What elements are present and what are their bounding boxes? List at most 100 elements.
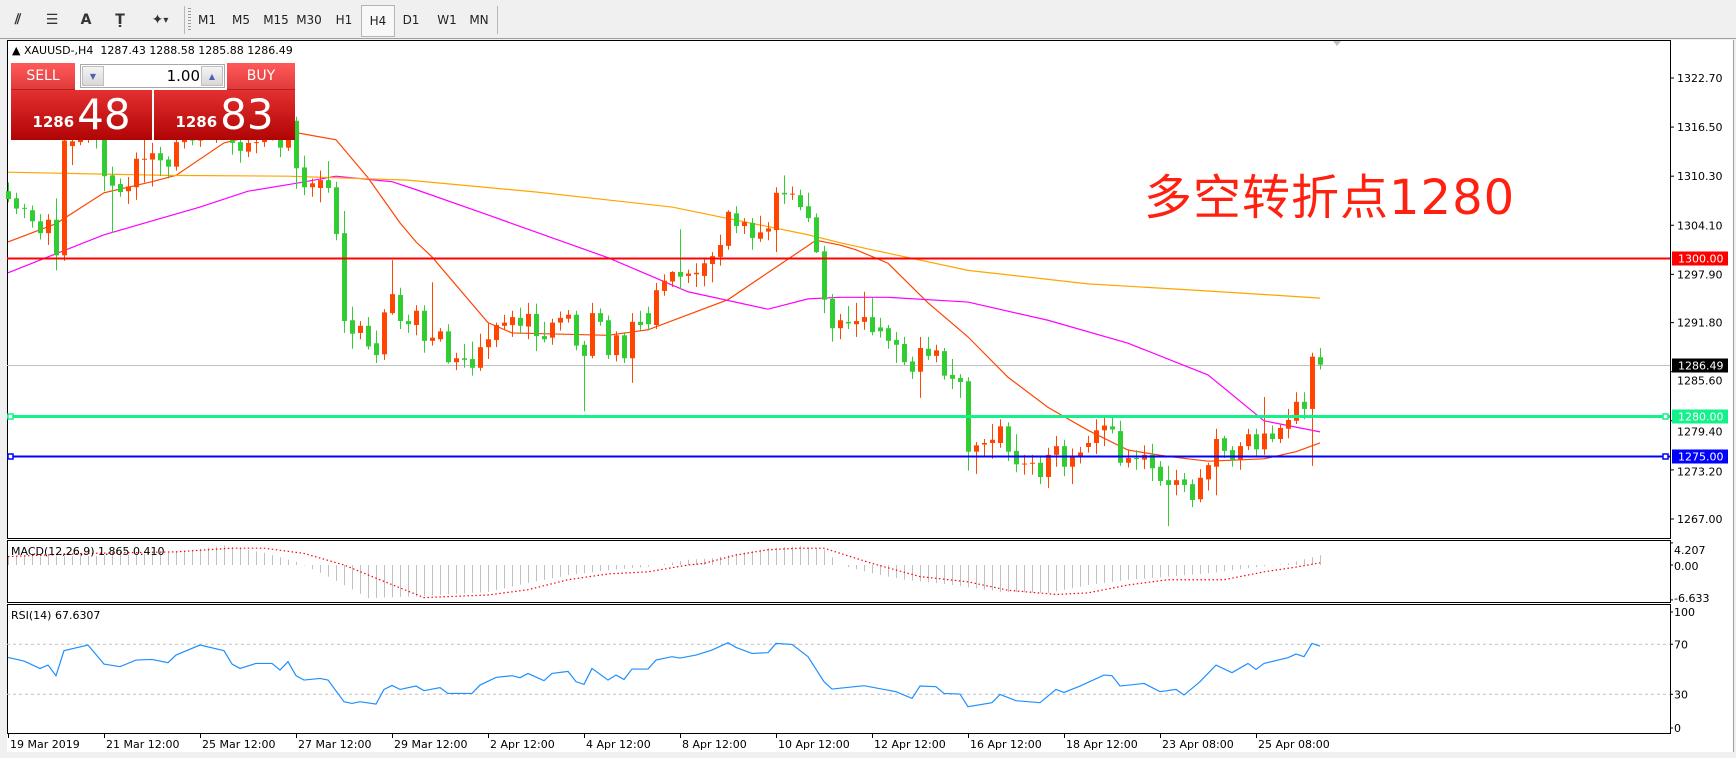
candle-body [286,133,291,148]
sell-price-prefix: 1286 [32,113,75,131]
candle-body [158,153,163,161]
candle-body [1318,357,1323,365]
period-button-m1[interactable]: M1 [191,6,223,34]
period-button-m30[interactable]: M30 [293,6,325,34]
candle-body [1006,426,1011,452]
period-button-mn[interactable]: MN [463,6,495,34]
candle-body [902,344,907,363]
candle-body [46,219,51,234]
elliott-wave-tool-button[interactable]: ⫽ [4,6,32,34]
line-anchor-handle[interactable] [7,453,14,460]
price-tick-label: 1291.80 [1677,317,1723,330]
time-tick-label: 27 Mar 12:00 [298,738,371,751]
candle-body [998,426,1003,443]
candle-body [662,280,667,291]
candle-body [686,273,691,276]
price-tick-label: 1273.20 [1677,466,1723,479]
arrows-dropdown-tool-button[interactable]: ✦ ▾ [140,6,180,34]
time-tick-label: 25 Mar 12:00 [202,738,275,751]
candle-body [950,374,955,379]
chart-shift-marker-icon[interactable] [1333,41,1341,46]
candle-body [702,263,707,276]
text-label-tool-button[interactable]: Ṭ [106,6,134,34]
sell-button[interactable]: SELL [11,63,75,90]
candle-body [454,358,459,363]
period-button-h4[interactable]: H4 [361,5,395,37]
candle-body [22,207,27,209]
buy-button[interactable]: BUY [227,63,295,90]
rsi-tick-label: 70 [1674,638,1688,651]
candle-body [742,222,747,227]
candle-body [606,320,611,356]
sell-price-box[interactable]: 1286 48 [11,90,152,140]
candle-body [422,310,427,341]
period-button-m15[interactable]: M15 [260,6,292,34]
text-tool-button[interactable]: A [72,6,100,34]
buy-label: BUY [246,68,276,84]
candle-body [102,137,107,177]
candle-body [838,320,843,329]
candle-body [758,232,763,239]
rsi-pane-border [7,604,1671,734]
candle-body [126,186,131,192]
candle-body [502,322,507,326]
candle-body [974,445,979,452]
candle-body [1286,420,1291,429]
candle-body [166,159,171,167]
period-button-w1[interactable]: W1 [431,6,463,34]
price-level-badge [1672,251,1728,266]
time-tick-label: 4 Apr 12:00 [586,738,651,751]
candle-body [630,321,635,359]
arrows-dropdown-icon: ✦ [151,12,164,28]
one-click-trading-panel: SELL ▼ 1.00 ▲ BUY 1286 48 1286 83 [11,63,295,140]
bid-price-label: 1286.49 [1678,360,1724,373]
price-level-label: 1280.00 [1678,411,1724,424]
candle-body [862,317,867,322]
candle-body [614,335,619,356]
candle-body [510,317,515,326]
period-button-d1[interactable]: D1 [395,6,427,34]
candle-body [446,331,451,363]
candle-body [1086,442,1091,447]
candle-body [782,192,787,195]
chart-annotation-text[interactable]: 多空转折点1280 [1144,170,1516,226]
arrow-down-icon: ▼ [89,71,97,81]
lot-decrease-button[interactable]: ▼ [82,66,104,86]
candle-body [310,183,315,188]
candle-body [718,245,723,257]
candle-body [726,211,731,246]
rsi-label: RSI(14) 67.6307 [11,609,100,622]
lot-size-field[interactable]: ▼ 1.00 ▲ [80,64,225,88]
period-label: M30 [296,13,322,27]
elliott-wave-icon: ⫽ [14,12,22,28]
macd-tick-label: -6.633 [1674,592,1709,605]
candle-body [1198,477,1203,500]
candle-body [54,219,59,256]
lot-increase-button[interactable]: ▲ [201,66,223,86]
line-anchor-handle[interactable] [1662,453,1669,460]
fibonacci-tool-button[interactable]: ☰ [38,6,66,34]
arrow-up-icon: ▲ [208,71,216,81]
candle-body [1182,479,1187,485]
lot-size-value[interactable]: 1.00 [166,67,200,85]
collapse-triangle-icon[interactable]: ▲ [12,44,21,57]
candle-body [294,120,299,169]
price-tick-label: 1297.90 [1677,268,1723,281]
candle-body [254,142,259,144]
candle-body [398,294,403,322]
candle-body [142,158,147,160]
line-anchor-handle[interactable] [7,413,14,420]
candle-body [1206,465,1211,480]
candle-body [1270,433,1275,440]
toolbar-grip[interactable] [188,8,191,32]
period-button-m5[interactable]: M5 [225,6,257,34]
toolbar: ⫽ ☰ A Ṭ ✦ ▾ M1 M5 M15 M30 H1 H4 D1 W1 MN [0,0,1736,39]
candle-body [574,314,579,346]
candle-body [494,325,499,341]
buy-price-box[interactable]: 1286 83 [154,90,295,140]
toolbar-separator [497,6,498,34]
period-button-h1[interactable]: H1 [328,6,360,34]
line-anchor-handle[interactable] [1662,413,1669,420]
candle-body [918,347,923,372]
